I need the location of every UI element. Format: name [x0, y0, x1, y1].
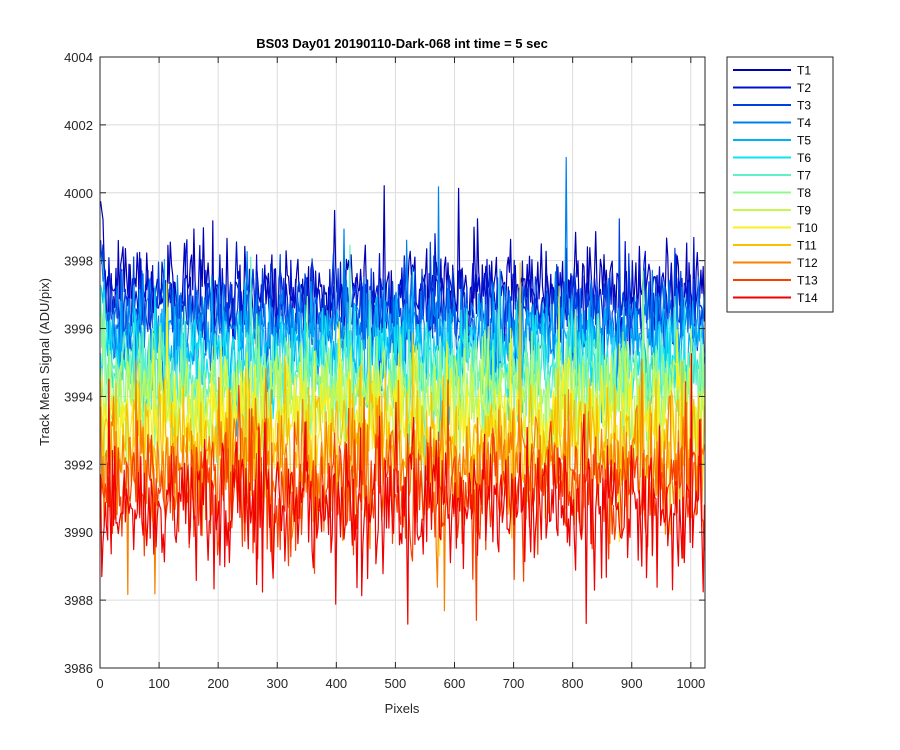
legend-label-t4: T4	[797, 116, 811, 130]
legend: T1 T2 T3 T4 T5 T6 T7 T8 T9 T10 T11 T12 T13 T14	[726, 56, 834, 313]
y-tick-label: 3994	[64, 389, 93, 404]
legend-label-t3: T3	[797, 99, 811, 113]
series-lines	[100, 156, 705, 625]
legend-label-t10: T10	[797, 221, 818, 235]
y-tick-label: 3988	[64, 593, 93, 608]
legend-label-t13: T13	[797, 274, 818, 288]
x-tick-label: 0	[96, 676, 103, 691]
x-tick-label: 800	[562, 676, 584, 691]
y-tick-label: 3992	[64, 457, 93, 472]
x-tick-label: 200	[207, 676, 229, 691]
legend-box	[726, 56, 834, 313]
x-tick-label: 1000	[676, 676, 705, 691]
x-tick-label: 500	[385, 676, 407, 691]
series-line-t1	[100, 185, 705, 384]
x-tick-label: 400	[325, 676, 347, 691]
x-tick-label: 900	[621, 676, 643, 691]
x-axis-label: Pixels	[385, 701, 420, 716]
legend-label-t7: T7	[797, 169, 811, 183]
legend-label-t11: T11	[797, 239, 817, 253]
legend-label-t12: T12	[797, 256, 818, 270]
x-tick-label: 300	[266, 676, 288, 691]
y-tick-label: 3986	[64, 661, 93, 676]
y-tick-label: 3998	[64, 254, 93, 269]
y-tick-label: 4002	[64, 118, 93, 133]
y-tick-label: 4004	[64, 50, 93, 65]
series-line-t14	[100, 353, 705, 625]
legend-label-t9: T9	[797, 204, 811, 218]
x-tick-label: 100	[148, 676, 170, 691]
y-axis-label: Track Mean Signal (ADU/pix)	[37, 278, 52, 446]
y-tick-label: 4000	[64, 186, 93, 201]
series-line-t12	[100, 358, 705, 612]
series-line-t11	[100, 262, 705, 539]
chart-title: BS03 Day01 20190110-Dark-068 int time = …	[256, 36, 548, 51]
legend-label-t14: T14	[797, 291, 818, 305]
x-axis-ticks: 0 100 200 300 400 500 600 700 800 900 1000	[96, 57, 705, 691]
legend-label-t2: T2	[797, 81, 811, 95]
legend-label-t8: T8	[797, 186, 811, 200]
plot-frame	[99, 56, 706, 669]
y-axis-ticks: 3986 3988 3990 3992 3994 3996 3998 4000 4002 4004	[64, 50, 705, 676]
x-tick-label: 600	[444, 676, 466, 691]
legend-label-t5: T5	[797, 134, 811, 148]
legend-label-t6: T6	[797, 151, 811, 165]
y-tick-label: 3990	[64, 525, 93, 540]
y-tick-label: 3996	[64, 322, 93, 337]
legend-label-t1: T1	[797, 64, 811, 78]
x-tick-label: 700	[503, 676, 525, 691]
